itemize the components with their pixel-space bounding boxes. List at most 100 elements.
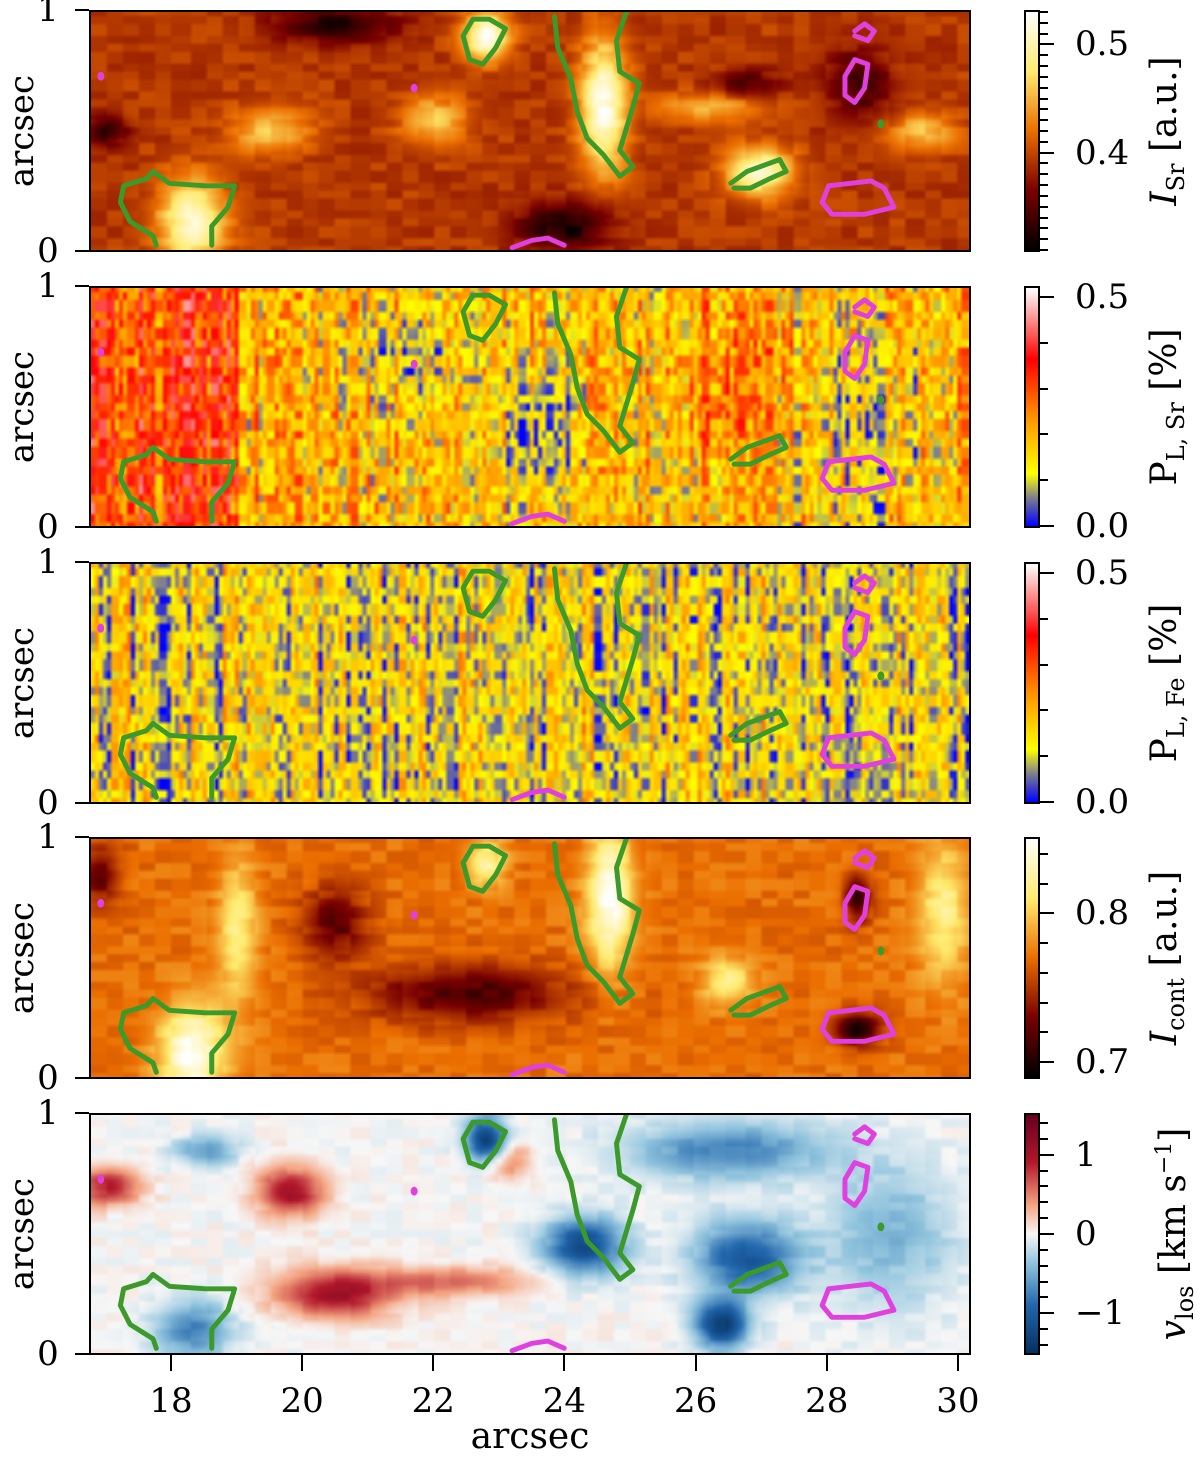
colorbar-minor-tick — [1040, 882, 1048, 885]
green-contour — [117, 720, 238, 800]
colorbar-minor-tick — [1040, 1201, 1048, 1204]
colorbar-tick-label: 0 — [1075, 1214, 1097, 1254]
colorbar-minor-tick — [1040, 173, 1048, 176]
y-tick-label: 1 — [37, 1093, 59, 1133]
green-contour — [460, 16, 509, 67]
x-tick-label: 24 — [542, 1381, 587, 1421]
colorbar-title: PL, Sr [%] — [1144, 328, 1190, 486]
colorbar-tick-label: 0.5 — [1075, 277, 1130, 318]
colorbar-minor-tick — [1040, 140, 1048, 143]
colorbar-major-tick — [1040, 525, 1054, 527]
colorbar-minor-tick — [1040, 108, 1048, 111]
y-tick — [75, 1077, 89, 1079]
y-tick-label: 1 — [37, 0, 59, 30]
colorbar-minor-tick — [1040, 238, 1048, 241]
colorbar-major-tick — [1040, 296, 1054, 299]
y-tick — [75, 285, 89, 287]
panel-i-sr-heatmap — [89, 10, 971, 252]
x-tick — [694, 1355, 697, 1371]
green-contour — [551, 566, 623, 731]
colorbar-major-tick — [1040, 1233, 1054, 1235]
magenta-contour — [842, 1160, 871, 1208]
x-tick — [301, 1355, 304, 1371]
magenta-contour — [852, 297, 877, 319]
green-contour — [614, 839, 642, 1006]
magenta-contour-dot — [97, 71, 105, 81]
colorbar-minor-tick — [1040, 1280, 1048, 1283]
magenta-contour-dot — [97, 898, 105, 908]
magenta-contour — [852, 1124, 877, 1146]
heatmap-v-los — [91, 1115, 969, 1353]
magenta-contour — [509, 1338, 567, 1353]
green-contour — [460, 1119, 509, 1170]
colorbar-minor-tick — [1040, 709, 1048, 712]
colorbar-major-tick — [1040, 801, 1054, 803]
y-axis-label: arcsec — [2, 901, 42, 1015]
panel-pl-fe-heatmap — [89, 562, 971, 804]
contour-overlay — [97, 12, 897, 250]
green-contour — [614, 564, 642, 731]
magenta-contour-dot — [410, 1186, 418, 1196]
magenta-contour-dot — [410, 359, 418, 369]
colorbar-minor-tick — [1040, 755, 1048, 758]
magenta-contour — [852, 573, 877, 595]
colorbar-major-tick — [1040, 572, 1054, 575]
colorbar-tick-label: 0.0 — [1075, 782, 1130, 822]
colorbar-minor-tick — [1040, 227, 1048, 230]
green-contour — [551, 14, 623, 179]
x-tick-label: 26 — [673, 1381, 718, 1421]
magenta-contour — [842, 333, 871, 381]
panel-pl-sr-heatmap — [89, 286, 971, 528]
colorbar-minor-tick — [1040, 130, 1048, 132]
colorbar-tick-label: 0.4 — [1075, 132, 1130, 173]
y-tick — [75, 526, 89, 528]
colorbar-minor-tick — [1040, 1169, 1048, 1172]
colorbar-minor-tick — [1040, 1328, 1048, 1331]
y-tick-label: 0 — [37, 507, 59, 547]
green-contour — [728, 984, 789, 1018]
x-tick-label: 30 — [936, 1381, 980, 1421]
colorbar-minor-tick — [1040, 194, 1048, 197]
green-contour — [551, 290, 623, 455]
magenta-contour — [509, 787, 567, 802]
colorbar-title: Icont [a.u.] — [1144, 870, 1190, 1046]
colorbar-major-tick — [1040, 1061, 1054, 1064]
y-tick-label: 0 — [37, 1058, 59, 1098]
green-contour-dot — [877, 1222, 885, 1232]
green-contour — [117, 1271, 238, 1351]
magenta-contour-dot — [97, 1174, 105, 1184]
colorbar-tick-label: −1 — [1075, 1293, 1126, 1334]
colorbar-PL_Sr — [1024, 286, 1040, 528]
x-tick — [432, 1355, 435, 1371]
x-tick-label: 22 — [411, 1381, 455, 1421]
colorbar-minor-tick — [1040, 75, 1048, 78]
colorbar-minor-tick — [1040, 971, 1048, 974]
magenta-contour-dot — [410, 83, 418, 93]
colorbar-minor-tick — [1040, 65, 1048, 68]
colorbar-tick-label: 1 — [1075, 1134, 1097, 1175]
colorbar-major-tick — [1040, 1153, 1054, 1156]
green-contour — [728, 433, 789, 467]
green-contour — [460, 843, 509, 894]
colorbar-minor-tick — [1040, 1217, 1048, 1220]
colorbar-minor-tick — [1040, 1264, 1048, 1267]
colorbar-minor-tick — [1040, 663, 1048, 666]
colorbar-minor-tick — [1040, 216, 1048, 219]
green-contour — [614, 1115, 642, 1282]
green-contour-dot — [877, 671, 885, 681]
colorbar-minor-tick — [1040, 1185, 1048, 1188]
colorbar-minor-tick — [1040, 97, 1048, 100]
colorbar-minor-tick — [1040, 162, 1048, 165]
colorbar-minor-tick — [1040, 249, 1048, 251]
colorbar-minor-tick — [1040, 119, 1048, 122]
colorbar-I_cont — [1024, 837, 1040, 1079]
colorbar-minor-tick — [1040, 1248, 1048, 1251]
magenta-contour — [819, 454, 897, 493]
x-tick-label: 20 — [280, 1381, 324, 1421]
green-contour — [460, 292, 509, 343]
magenta-contour — [509, 1062, 567, 1077]
x-tick — [825, 1355, 828, 1371]
colorbar-title: PL, Fe [%] — [1144, 603, 1190, 763]
green-contour — [117, 995, 238, 1075]
y-tick-label: 0 — [37, 1334, 59, 1374]
